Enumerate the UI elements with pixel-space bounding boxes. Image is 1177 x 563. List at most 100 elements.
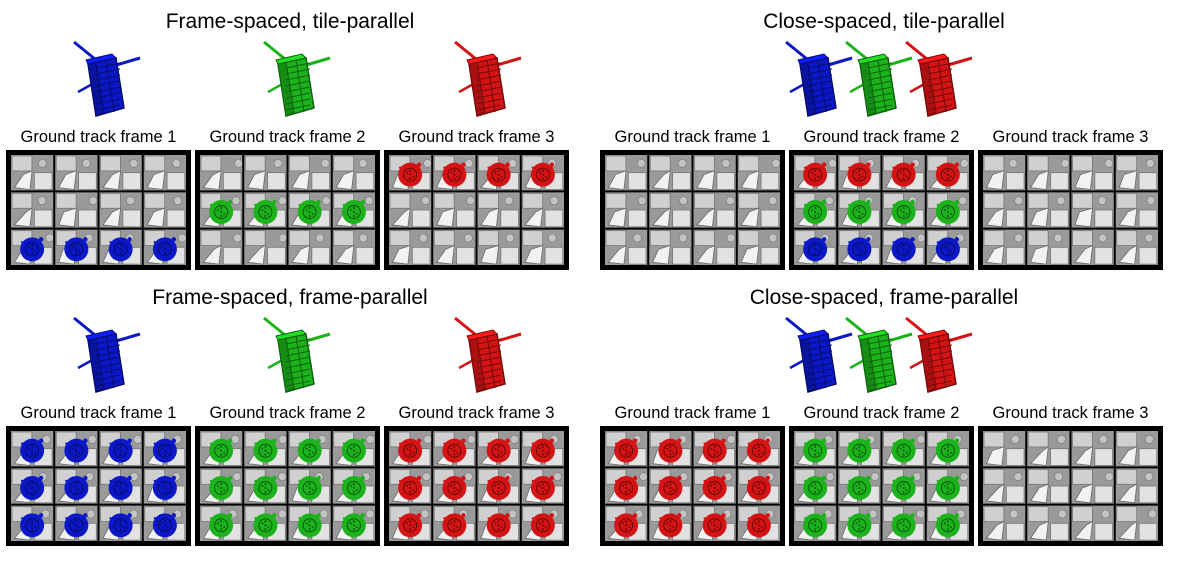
panel-1: Frame-spaced, tile-parallel Ground track … <box>0 0 580 276</box>
panel-title: Frame-spaced, tile-parallel <box>165 10 415 33</box>
ground-track-frame-2 <box>195 150 380 270</box>
green-sensor-footprint <box>297 475 322 500</box>
green-sensor-footprint <box>253 513 278 538</box>
frame-label: Ground track frame 2 <box>803 404 960 422</box>
red-sensor-footprint <box>442 162 467 187</box>
green-sensor-footprint <box>209 199 234 224</box>
green-sensor-footprint <box>891 513 916 538</box>
red-sensor-footprint <box>530 438 555 463</box>
green-satellite <box>258 40 334 125</box>
red-sensor-footprint <box>486 475 511 500</box>
green-sensor-footprint <box>209 475 234 500</box>
blue-sensor-footprint <box>64 513 89 538</box>
green-sensor-footprint <box>297 438 322 463</box>
red-satellite <box>449 40 525 125</box>
blue-satellite-icon <box>73 40 141 117</box>
green-sensor-footprint <box>209 513 234 538</box>
frame-tiles <box>9 429 188 543</box>
blue-sensor-footprint <box>20 475 45 500</box>
red-sensor-footprint <box>486 438 511 463</box>
frame-tiles <box>792 429 971 543</box>
blue-sensor-footprint <box>935 237 960 262</box>
frame-label: Ground track frame 3 <box>398 128 555 146</box>
green-sensor-footprint <box>341 475 366 500</box>
blue-sensor-footprint <box>20 513 45 538</box>
ground-track-frame-2 <box>195 426 380 546</box>
green-sensor-footprint <box>847 475 872 500</box>
frame-label: Ground track frame 1 <box>20 128 177 146</box>
blue-satellite-icon <box>785 316 853 393</box>
frame-label: Ground track frame 3 <box>398 404 555 422</box>
blue-sensor-footprint <box>152 513 177 538</box>
blue-sensor-footprint <box>108 475 133 500</box>
frame-label: Ground track frame 2 <box>209 404 366 422</box>
red-sensor-footprint <box>486 162 511 187</box>
ground-track-frame-2 <box>789 150 974 270</box>
blue-satellite <box>68 316 144 401</box>
ground-track-frame-2 <box>789 426 974 546</box>
red-sensor-footprint <box>398 162 423 187</box>
ground-track-frame-3 <box>384 150 569 270</box>
frame-tiles <box>9 153 188 267</box>
frame-tiles <box>981 429 1160 543</box>
panel-title: Close-spaced, tile-parallel <box>763 10 1005 33</box>
green-sensor-footprint <box>935 199 960 224</box>
red-sensor-footprint <box>658 513 683 538</box>
green-sensor-footprint <box>891 475 916 500</box>
blue-sensor-footprint <box>108 237 133 262</box>
blue-satellite-icon <box>73 316 141 393</box>
panel-2: Close-spaced, tile-parallel Ground track … <box>594 0 1174 276</box>
green-satellite-icon <box>263 316 331 393</box>
red-sensor-footprint <box>614 513 639 538</box>
red-sensor-footprint <box>486 513 511 538</box>
blue-satellite-icon <box>785 40 853 117</box>
red-sensor-footprint <box>746 475 771 500</box>
red-satellite <box>900 316 976 401</box>
ground-track-frame-1 <box>6 426 191 546</box>
blue-sensor-footprint <box>152 237 177 262</box>
frame-tiles <box>603 429 782 543</box>
green-sensor-footprint <box>935 438 960 463</box>
green-satellite <box>840 316 916 401</box>
frame-label: Ground track frame 1 <box>614 128 771 146</box>
red-satellite <box>449 316 525 401</box>
ground-track-frame-1 <box>6 150 191 270</box>
green-sensor-footprint <box>803 438 828 463</box>
green-sensor-footprint <box>341 199 366 224</box>
panel-title: Close-spaced, frame-parallel <box>749 286 1019 309</box>
green-sensor-footprint <box>803 513 828 538</box>
red-sensor-footprint <box>442 513 467 538</box>
frame-tiles <box>387 429 566 543</box>
green-sensor-footprint <box>935 513 960 538</box>
green-sensor-footprint <box>847 438 872 463</box>
green-satellite <box>258 316 334 401</box>
green-sensor-footprint <box>803 475 828 500</box>
red-sensor-footprint <box>935 162 960 187</box>
frame-tiles <box>198 153 377 267</box>
ground-track-frame-3 <box>978 426 1163 546</box>
frame-label: Ground track frame 3 <box>992 128 1149 146</box>
panel-3: Frame-spaced, frame-parallel Ground track… <box>0 276 580 552</box>
red-sensor-footprint <box>442 475 467 500</box>
green-sensor-footprint <box>847 199 872 224</box>
green-sensor-footprint <box>341 438 366 463</box>
green-sensor-footprint <box>253 199 278 224</box>
red-sensor-footprint <box>530 513 555 538</box>
red-sensor-footprint <box>803 162 828 187</box>
green-sensor-footprint <box>253 475 278 500</box>
frame-label: Ground track frame 1 <box>20 404 177 422</box>
blue-satellite <box>68 40 144 125</box>
red-satellite-icon <box>454 40 522 117</box>
ground-track-frame-1 <box>600 426 785 546</box>
green-sensor-footprint <box>253 438 278 463</box>
green-satellite-icon <box>263 40 331 117</box>
red-satellite <box>900 40 976 125</box>
blue-satellite <box>780 40 856 125</box>
ground-track-frame-3 <box>384 426 569 546</box>
red-sensor-footprint <box>847 162 872 187</box>
frame-tiles <box>198 429 377 543</box>
green-sensor-footprint <box>341 513 366 538</box>
ground-track-frame-1 <box>600 150 785 270</box>
blue-sensor-footprint <box>64 438 89 463</box>
